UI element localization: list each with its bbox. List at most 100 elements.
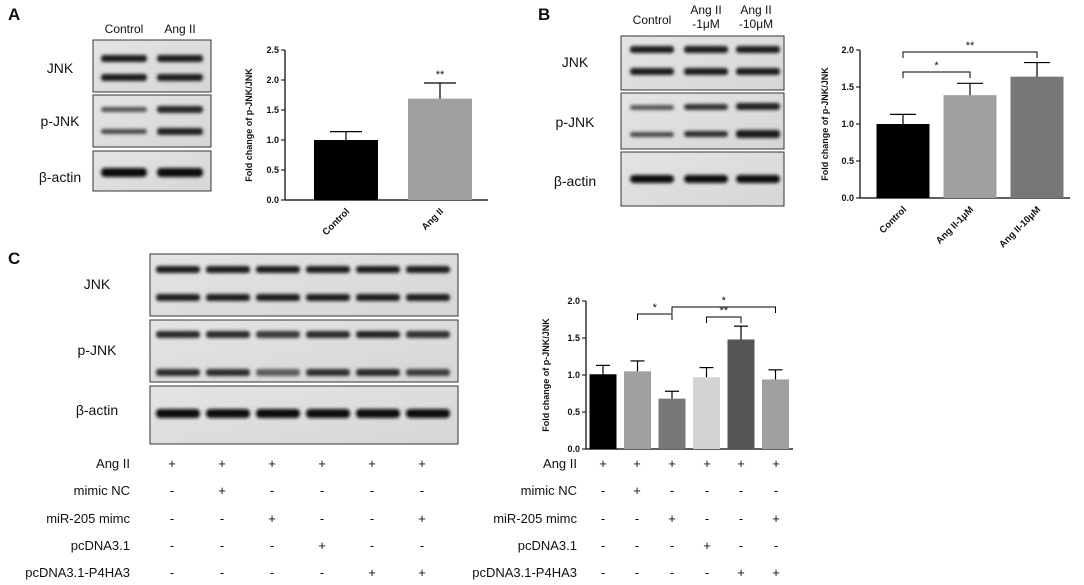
condition-mark: + — [368, 565, 376, 580]
blot-band — [206, 331, 250, 338]
blot-a-row-label: p-JNK — [41, 113, 81, 129]
condition-mark: - — [739, 483, 743, 498]
blot-band — [157, 128, 203, 135]
condition-mark: - — [420, 483, 424, 498]
condition-label: Ang II — [96, 456, 130, 471]
condition-mark: - — [705, 511, 709, 526]
condition-mark: - — [601, 565, 605, 580]
blot-band — [630, 132, 674, 137]
condition-mark: - — [705, 565, 709, 580]
significance-mark: ** — [966, 40, 975, 52]
condition-mark: + — [318, 538, 326, 553]
condition-mark: - — [774, 538, 778, 553]
blot-c: JNK p-JNK β-actin — [76, 253, 459, 445]
significance-mark: * — [722, 295, 727, 307]
condition-mark: - — [635, 538, 639, 553]
condition-mark: + — [418, 565, 426, 580]
condition-mark: + — [633, 456, 641, 471]
blot-b-pjnk-box — [620, 92, 785, 150]
condition-label: mimic NC — [74, 483, 130, 498]
blot-band — [101, 129, 147, 134]
condition-mark: - — [635, 565, 639, 580]
blot-band — [101, 74, 147, 81]
blot-band — [406, 331, 450, 338]
condition-mark: + — [318, 456, 326, 471]
blot-band — [157, 55, 203, 62]
condition-mark: - — [320, 483, 324, 498]
y-tick-label: 1.5 — [266, 105, 279, 115]
blot-a-jnk-box — [92, 39, 212, 93]
blot-a-row-label: β-actin — [39, 169, 81, 185]
blot-band — [206, 266, 250, 273]
bar — [589, 374, 617, 449]
condition-mark: - — [670, 538, 674, 553]
blot-band — [157, 106, 203, 113]
y-tick-label: 1.5 — [567, 333, 580, 343]
condition-label: pcDNA3.1 — [518, 538, 577, 553]
bar — [762, 379, 789, 449]
blot-b-lane-label: -10μM — [739, 17, 773, 31]
condition-mark: + — [218, 483, 226, 498]
significance-bracket — [671, 306, 776, 313]
blot-band — [630, 105, 674, 110]
y-tick-label: 0.0 — [266, 195, 279, 205]
blot-a-lane-label: Control — [105, 22, 144, 36]
condition-mark: + — [368, 456, 376, 471]
blot-band — [157, 168, 203, 177]
blot-band — [206, 294, 250, 301]
blot-band — [736, 175, 780, 183]
x-category-label: Control — [877, 204, 909, 236]
condition-mark: - — [320, 511, 324, 526]
blot-b-jnk-box — [620, 35, 785, 91]
y-tick-label: 2.0 — [266, 75, 279, 85]
condition-mark: - — [774, 483, 778, 498]
blot-band — [406, 369, 450, 376]
condition-mark: + — [633, 483, 641, 498]
condition-mark: - — [220, 511, 224, 526]
condition-mark: + — [168, 456, 176, 471]
bar — [1010, 76, 1064, 198]
blot-band — [101, 168, 147, 177]
blot-c-row-label: p-JNK — [78, 342, 118, 358]
chart-b: 0.0 0.5 1.0 1.5 2.0 Fold change of p-JNK/JNK C… — [820, 40, 1070, 250]
condition-mark: + — [668, 456, 676, 471]
y-axis-title: Fold change of p-JNK/JNK — [244, 68, 254, 182]
condition-mark: + — [418, 511, 426, 526]
y-tick-label: 0.0 — [567, 444, 580, 454]
condition-mark: + — [668, 511, 676, 526]
blot-band — [156, 409, 200, 418]
y-tick-label: 1.0 — [841, 119, 854, 129]
blot-b-lane-label: Ang II — [690, 3, 721, 17]
blot-band — [206, 409, 250, 418]
blot-band — [306, 369, 350, 376]
condition-mark: - — [170, 511, 174, 526]
condition-mark: + — [703, 456, 711, 471]
blot-band — [630, 46, 674, 53]
x-category-label: Control — [320, 206, 352, 238]
condition-mark: - — [370, 538, 374, 553]
condition-mark: + — [703, 538, 711, 553]
condition-mark: + — [268, 456, 276, 471]
blot-b-lane-label: Ang II — [740, 3, 771, 17]
blot-band — [356, 294, 400, 301]
condition-mark: - — [705, 483, 709, 498]
chart-a: 0.0 0.5 1.0 1.5 2.0 2.5 Fold change of p-JNK/J… — [244, 45, 488, 238]
blot-band — [256, 294, 300, 301]
blot-band — [684, 131, 728, 137]
y-tick-label: 2.0 — [841, 45, 854, 55]
blot-band — [356, 266, 400, 273]
condition-mark: - — [220, 538, 224, 553]
significance-mark: ** — [436, 69, 445, 81]
y-tick-label: 2.5 — [266, 45, 279, 55]
x-category-label: Ang II-1μM — [934, 204, 976, 246]
y-tick-label: 1.0 — [266, 135, 279, 145]
blot-b-row-label: p-JNK — [556, 114, 596, 130]
blot-c-jnk-box — [149, 253, 459, 317]
significance-mark: * — [934, 60, 939, 72]
blot-band — [406, 266, 450, 273]
blot-band — [736, 130, 780, 138]
condition-mark: + — [218, 456, 226, 471]
blot-band — [684, 175, 728, 183]
condition-mark: + — [772, 456, 780, 471]
